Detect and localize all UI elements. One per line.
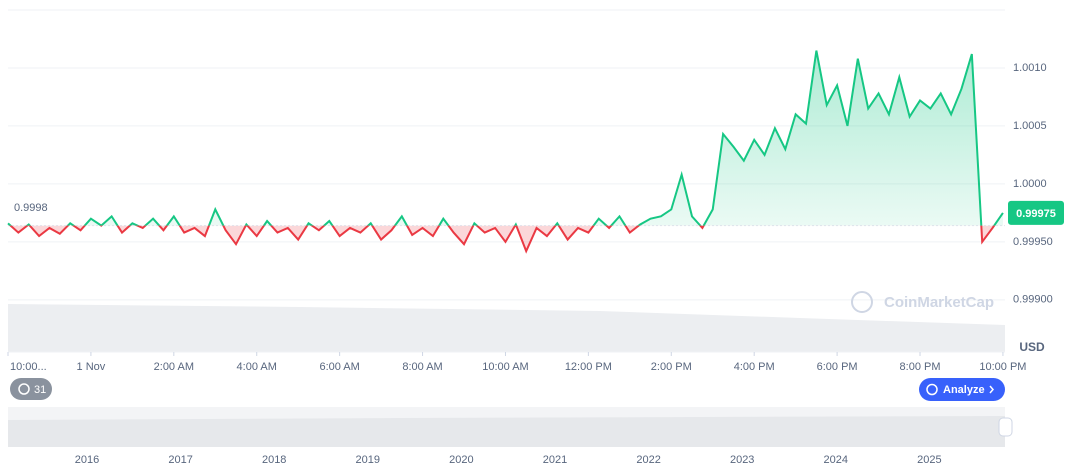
y-tick-label: 1.0005 xyxy=(1013,120,1047,132)
price-badge-label: 0.99975 xyxy=(1016,208,1056,220)
navigator-year: 2017 xyxy=(168,454,192,466)
area-up xyxy=(8,50,1003,226)
y-tick-label: 1.0000 xyxy=(1013,178,1047,190)
line-up xyxy=(7,50,1004,226)
x-tick-label: 2:00 PM xyxy=(651,361,692,373)
watermark-text: CoinMarketCap xyxy=(884,294,994,311)
x-tick-label: 10:00... xyxy=(10,361,47,373)
x-tick-label: 12:00 PM xyxy=(565,361,612,373)
open-label: 0.9998 xyxy=(14,202,48,214)
y-tick-label: 1.0010 xyxy=(1013,62,1047,74)
x-tick-label: 10:00 PM xyxy=(979,361,1026,373)
x-tick-label: 4:00 AM xyxy=(237,361,277,373)
analyze-label[interactable]: Analyze xyxy=(943,384,985,396)
analyze-button[interactable]: Analyze xyxy=(919,378,1005,401)
line-down xyxy=(9,225,996,254)
navigator-year: 2023 xyxy=(730,454,754,466)
price-badge xyxy=(1008,200,1064,225)
y-tick-label: 0.99900 xyxy=(1013,294,1053,306)
x-tick-label: 4:00 PM xyxy=(734,361,775,373)
volume-band xyxy=(8,304,1005,352)
navigator-year: 2024 xyxy=(824,454,848,466)
navigator-year: 2018 xyxy=(262,454,286,466)
history-count: 31 xyxy=(34,384,46,396)
y-tick-label: 0.99950 xyxy=(1013,236,1053,248)
history-badge[interactable]: 31 xyxy=(10,378,52,400)
x-tick-label: 2:00 AM xyxy=(154,361,194,373)
y-unit: USD xyxy=(1019,340,1045,354)
x-tick-label: 10:00 AM xyxy=(482,361,528,373)
watermark: CoinMarketCap xyxy=(851,291,994,313)
navigator-year: 2025 xyxy=(917,454,941,466)
navigator-year: 2019 xyxy=(356,454,380,466)
navigator-year: 2020 xyxy=(449,454,473,466)
x-tick-label: 1 Nov xyxy=(77,361,106,373)
navigator-year: 2021 xyxy=(543,454,567,466)
navigator-year: 2022 xyxy=(636,454,660,466)
x-tick-label: 8:00 AM xyxy=(402,361,442,373)
area-down xyxy=(8,225,1003,252)
x-tick-label: 6:00 AM xyxy=(319,361,359,373)
x-tick-label: 8:00 PM xyxy=(900,361,941,373)
navigator-year: 2016 xyxy=(75,454,99,466)
x-tick-label: 6:00 PM xyxy=(817,361,858,373)
navigator[interactable] xyxy=(8,407,1013,447)
